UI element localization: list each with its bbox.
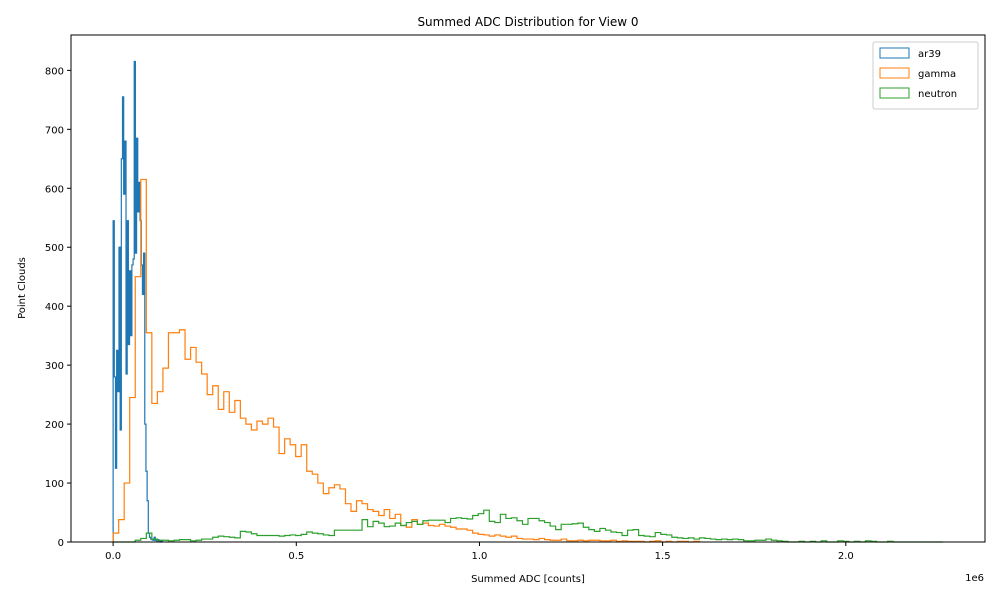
x-offset-label: 1e6 (965, 573, 984, 584)
legend-swatch-ar39 (879, 47, 910, 59)
y-tick-label: 200 (45, 420, 64, 431)
series-neutron (113, 509, 943, 543)
y-axis-label: Point Clouds (17, 257, 28, 319)
y-tick-label: 800 (45, 66, 64, 77)
x-tick-label: 2.0 (838, 551, 854, 562)
legend-label-neutron: neutron (918, 89, 957, 100)
legend-swatch-neutron (879, 87, 910, 99)
y-tick-label: 700 (45, 125, 64, 136)
y-tick-label: 400 (45, 302, 64, 313)
y-tick-label: 0 (58, 538, 64, 549)
x-axis: 0.0 0.5 1.0 1.5 2.0 (105, 542, 854, 562)
x-tick-label: 1.0 (472, 551, 488, 562)
y-tick-label: 500 (45, 243, 64, 254)
x-tick-label: 1.5 (655, 551, 671, 562)
series-layer (112, 60, 943, 543)
series-ar39 (112, 60, 163, 543)
legend-label-ar39: ar39 (918, 49, 941, 60)
legend: ar39 gamma neutron (872, 41, 979, 110)
y-tick-label: 100 (45, 479, 64, 490)
y-tick-label: 300 (45, 361, 64, 372)
x-tick-label: 0.0 (105, 551, 121, 562)
y-axis: 0 100 200 300 400 500 600 700 800 (45, 66, 71, 549)
series-gamma (112, 178, 701, 543)
plot-frame (70, 34, 986, 543)
legend-swatch-gamma (879, 67, 910, 79)
y-tick-label: 600 (45, 184, 64, 195)
x-tick-label: 0.5 (288, 551, 304, 562)
chart-title: Summed ADC Distribution for View 0 (417, 15, 638, 29)
legend-box (872, 41, 979, 110)
legend-label-gamma: gamma (918, 69, 956, 80)
x-axis-label: Summed ADC [counts] (471, 574, 585, 585)
